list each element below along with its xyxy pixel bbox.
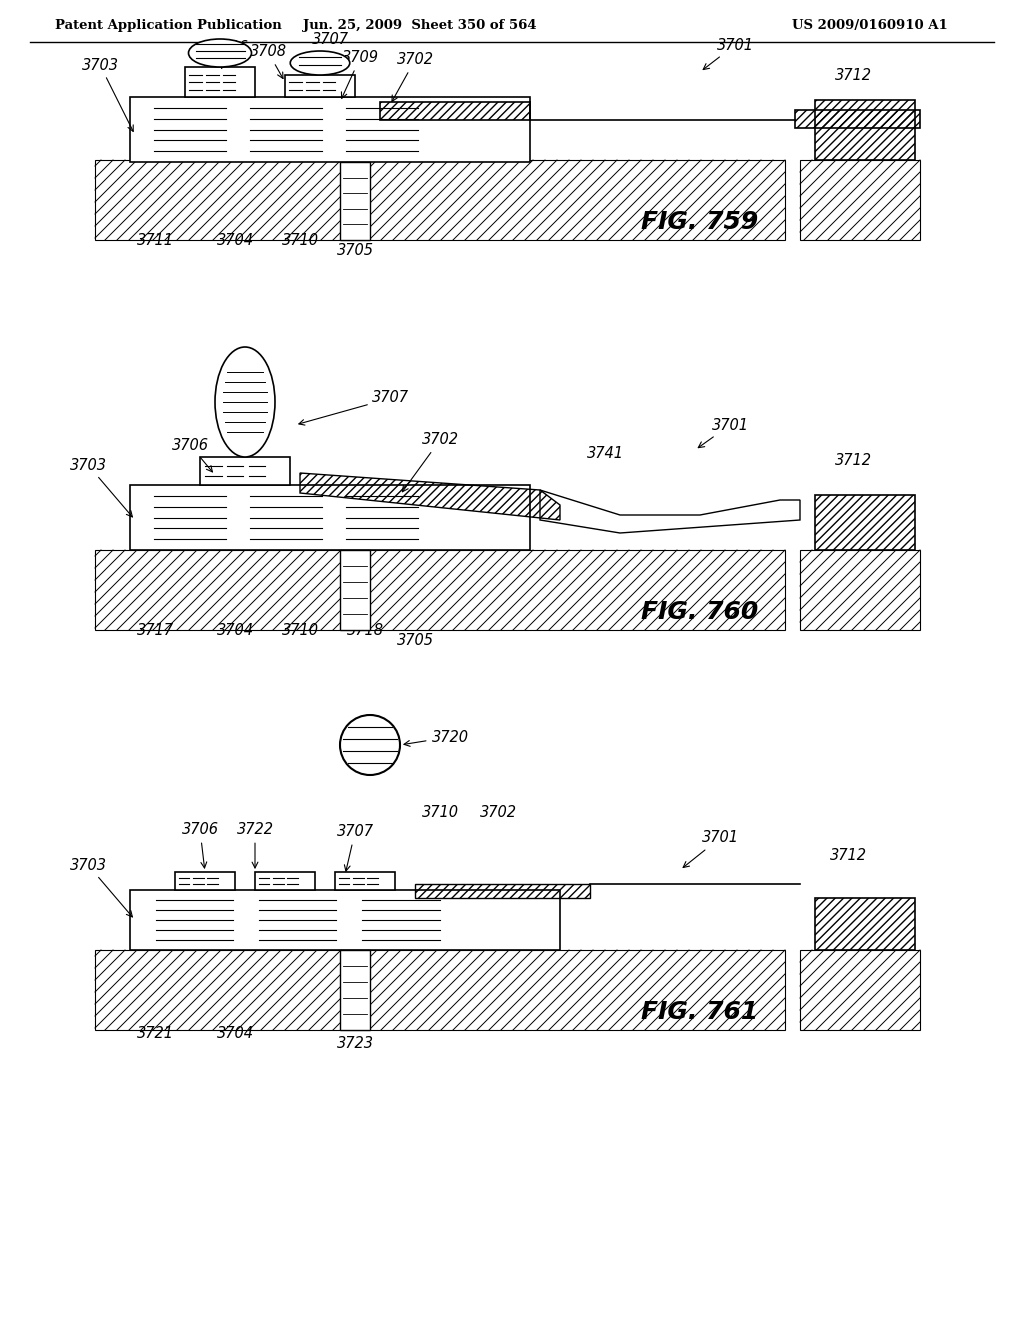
Text: 3720: 3720 bbox=[404, 730, 469, 746]
Text: 3705: 3705 bbox=[337, 243, 374, 257]
Bar bbox=[340, 950, 370, 1030]
Text: Patent Application Publication: Patent Application Publication bbox=[55, 18, 282, 32]
Bar bbox=[185, 67, 255, 96]
Bar bbox=[415, 884, 590, 898]
Bar bbox=[130, 890, 560, 950]
Text: 3717: 3717 bbox=[136, 623, 173, 638]
Text: 3702: 3702 bbox=[479, 805, 516, 820]
Text: FIG. 761: FIG. 761 bbox=[641, 1001, 759, 1024]
Text: FIG. 760: FIG. 760 bbox=[641, 601, 759, 624]
Bar bbox=[95, 950, 785, 1030]
Text: 3723: 3723 bbox=[337, 1036, 374, 1051]
Bar bbox=[130, 96, 530, 162]
Text: 3707: 3707 bbox=[372, 389, 409, 405]
Bar bbox=[795, 110, 920, 128]
Bar bbox=[815, 495, 915, 550]
Bar bbox=[800, 160, 920, 240]
Text: 3712: 3712 bbox=[835, 453, 872, 469]
Ellipse shape bbox=[290, 51, 350, 75]
Text: US 2009/0160910 A1: US 2009/0160910 A1 bbox=[793, 18, 948, 32]
Text: 3706: 3706 bbox=[171, 437, 212, 473]
Text: 3706: 3706 bbox=[212, 41, 249, 69]
Bar bbox=[285, 75, 355, 96]
Bar bbox=[335, 873, 395, 890]
Bar bbox=[175, 873, 234, 890]
Bar bbox=[95, 160, 785, 240]
Bar bbox=[255, 873, 315, 890]
Bar bbox=[815, 100, 915, 160]
Text: 3702: 3702 bbox=[392, 53, 433, 102]
Text: 3704: 3704 bbox=[216, 1026, 254, 1041]
Polygon shape bbox=[540, 490, 800, 533]
Text: 3707: 3707 bbox=[337, 825, 374, 871]
Text: 3704: 3704 bbox=[216, 234, 254, 248]
Text: 3703: 3703 bbox=[70, 458, 132, 517]
Bar bbox=[95, 550, 785, 630]
Text: 3701: 3701 bbox=[703, 37, 754, 70]
Text: 3704: 3704 bbox=[216, 623, 254, 638]
Text: 3722: 3722 bbox=[237, 822, 273, 869]
Text: 3710: 3710 bbox=[422, 805, 459, 820]
Text: 3718: 3718 bbox=[346, 623, 384, 638]
Text: 3702: 3702 bbox=[402, 433, 459, 492]
Text: 3706: 3706 bbox=[181, 822, 218, 869]
Bar bbox=[800, 550, 920, 630]
Text: 3721: 3721 bbox=[136, 1026, 173, 1041]
Text: 3701: 3701 bbox=[698, 417, 749, 447]
Text: 3707: 3707 bbox=[311, 33, 348, 58]
Text: 3710: 3710 bbox=[282, 623, 318, 638]
Ellipse shape bbox=[188, 40, 252, 67]
Circle shape bbox=[340, 715, 400, 775]
Text: 3741: 3741 bbox=[587, 446, 624, 461]
Text: 3709: 3709 bbox=[341, 50, 379, 98]
Bar bbox=[200, 457, 290, 484]
Bar bbox=[815, 898, 915, 950]
Text: 3712: 3712 bbox=[835, 69, 872, 83]
Text: 3705: 3705 bbox=[396, 634, 433, 648]
Text: 3708: 3708 bbox=[250, 45, 287, 78]
Bar bbox=[130, 484, 530, 550]
Ellipse shape bbox=[215, 347, 275, 457]
Bar bbox=[800, 950, 920, 1030]
Bar bbox=[340, 550, 370, 630]
Text: 3712: 3712 bbox=[830, 847, 867, 863]
Text: 3711: 3711 bbox=[136, 234, 173, 248]
Bar bbox=[380, 102, 530, 120]
Text: 3703: 3703 bbox=[82, 58, 133, 132]
Text: FIG. 759: FIG. 759 bbox=[641, 210, 759, 234]
Text: 3710: 3710 bbox=[282, 234, 318, 248]
Bar bbox=[340, 162, 370, 240]
Text: 3703: 3703 bbox=[70, 858, 132, 917]
Text: Jun. 25, 2009  Sheet 350 of 564: Jun. 25, 2009 Sheet 350 of 564 bbox=[303, 18, 537, 32]
Text: 3701: 3701 bbox=[683, 830, 738, 867]
